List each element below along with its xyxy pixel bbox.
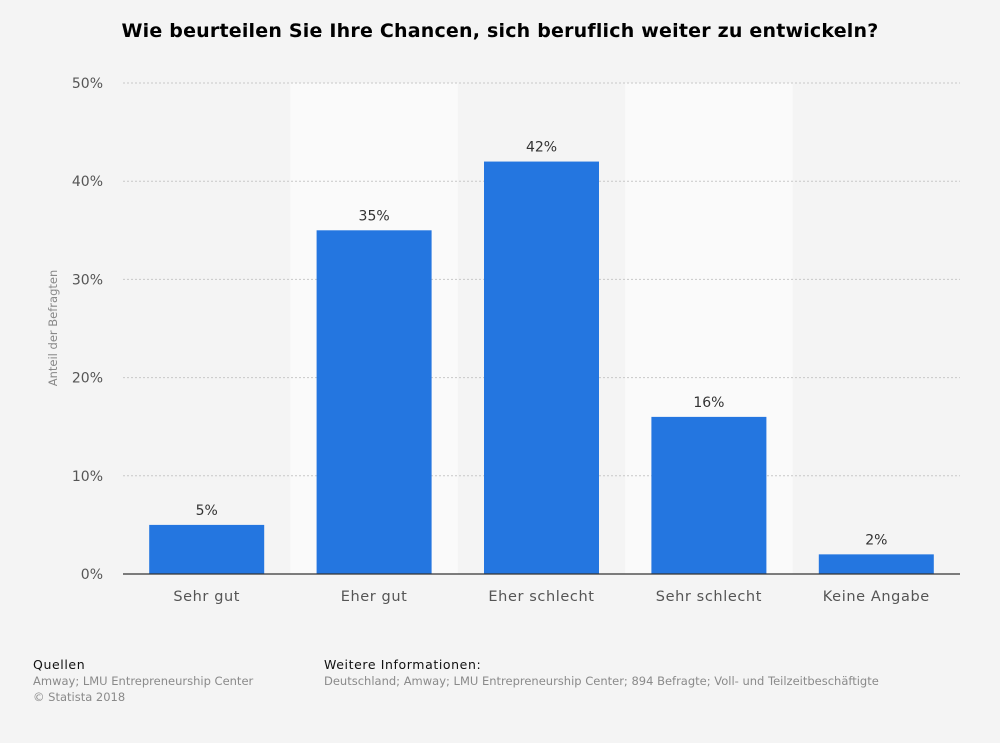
- gridlines: [123, 82, 960, 477]
- x-axis-ticks: Sehr gut Eher gut Eher schlecht Sehr schlec…: [173, 589, 929, 605]
- copyright-text: © Statista 2018: [33, 690, 126, 704]
- x-tick-label: Eher schlecht: [488, 589, 594, 605]
- x-tick-label: Keine Angabe: [823, 589, 930, 605]
- sources-block: Quellen Amway; LMU Entrepreneurship Cent…: [33, 657, 253, 705]
- y-tick-label: 20%: [72, 371, 103, 387]
- bars: [149, 161, 934, 575]
- bar: [651, 416, 767, 574]
- x-tick-label: Eher gut: [341, 589, 408, 605]
- y-tick-label: 0%: [81, 567, 103, 583]
- chart-title: Wie beurteilen Sie Ihre Chancen, sich be…: [121, 20, 879, 42]
- bar: [149, 524, 265, 574]
- y-tick-label: 40%: [72, 174, 103, 190]
- bar-value-label: 42%: [526, 140, 557, 156]
- y-axis-ticks: 0% 10% 20% 30% 40% 50%: [72, 76, 103, 583]
- y-tick-label: 30%: [72, 272, 103, 288]
- x-tick-label: Sehr gut: [173, 589, 240, 605]
- sources-text: Amway; LMU Entrepreneurship Center: [33, 674, 254, 688]
- sources-heading: Quellen: [33, 657, 86, 672]
- bar: [316, 230, 432, 575]
- info-heading: Weitere Informationen:: [324, 657, 482, 672]
- info-block: Weitere Informationen: Deutschland; Amwa…: [324, 657, 879, 689]
- bar-value-label: 5%: [196, 503, 218, 519]
- value-labels: 5% 35% 42% 16% 2%: [196, 140, 888, 549]
- y-axis-label: Anteil der Befragten: [46, 270, 60, 387]
- bar-value-label: 35%: [359, 208, 390, 224]
- y-tick-label: 50%: [72, 76, 103, 92]
- bar: [818, 554, 934, 574]
- bar: [484, 161, 599, 574]
- x-tick-label: Sehr schlecht: [656, 589, 762, 605]
- info-text: Deutschland; Amway; LMU Entrepreneurship…: [324, 674, 879, 688]
- bar-value-label: 2%: [865, 532, 887, 548]
- bar-value-label: 16%: [693, 395, 724, 411]
- y-tick-label: 10%: [72, 469, 103, 485]
